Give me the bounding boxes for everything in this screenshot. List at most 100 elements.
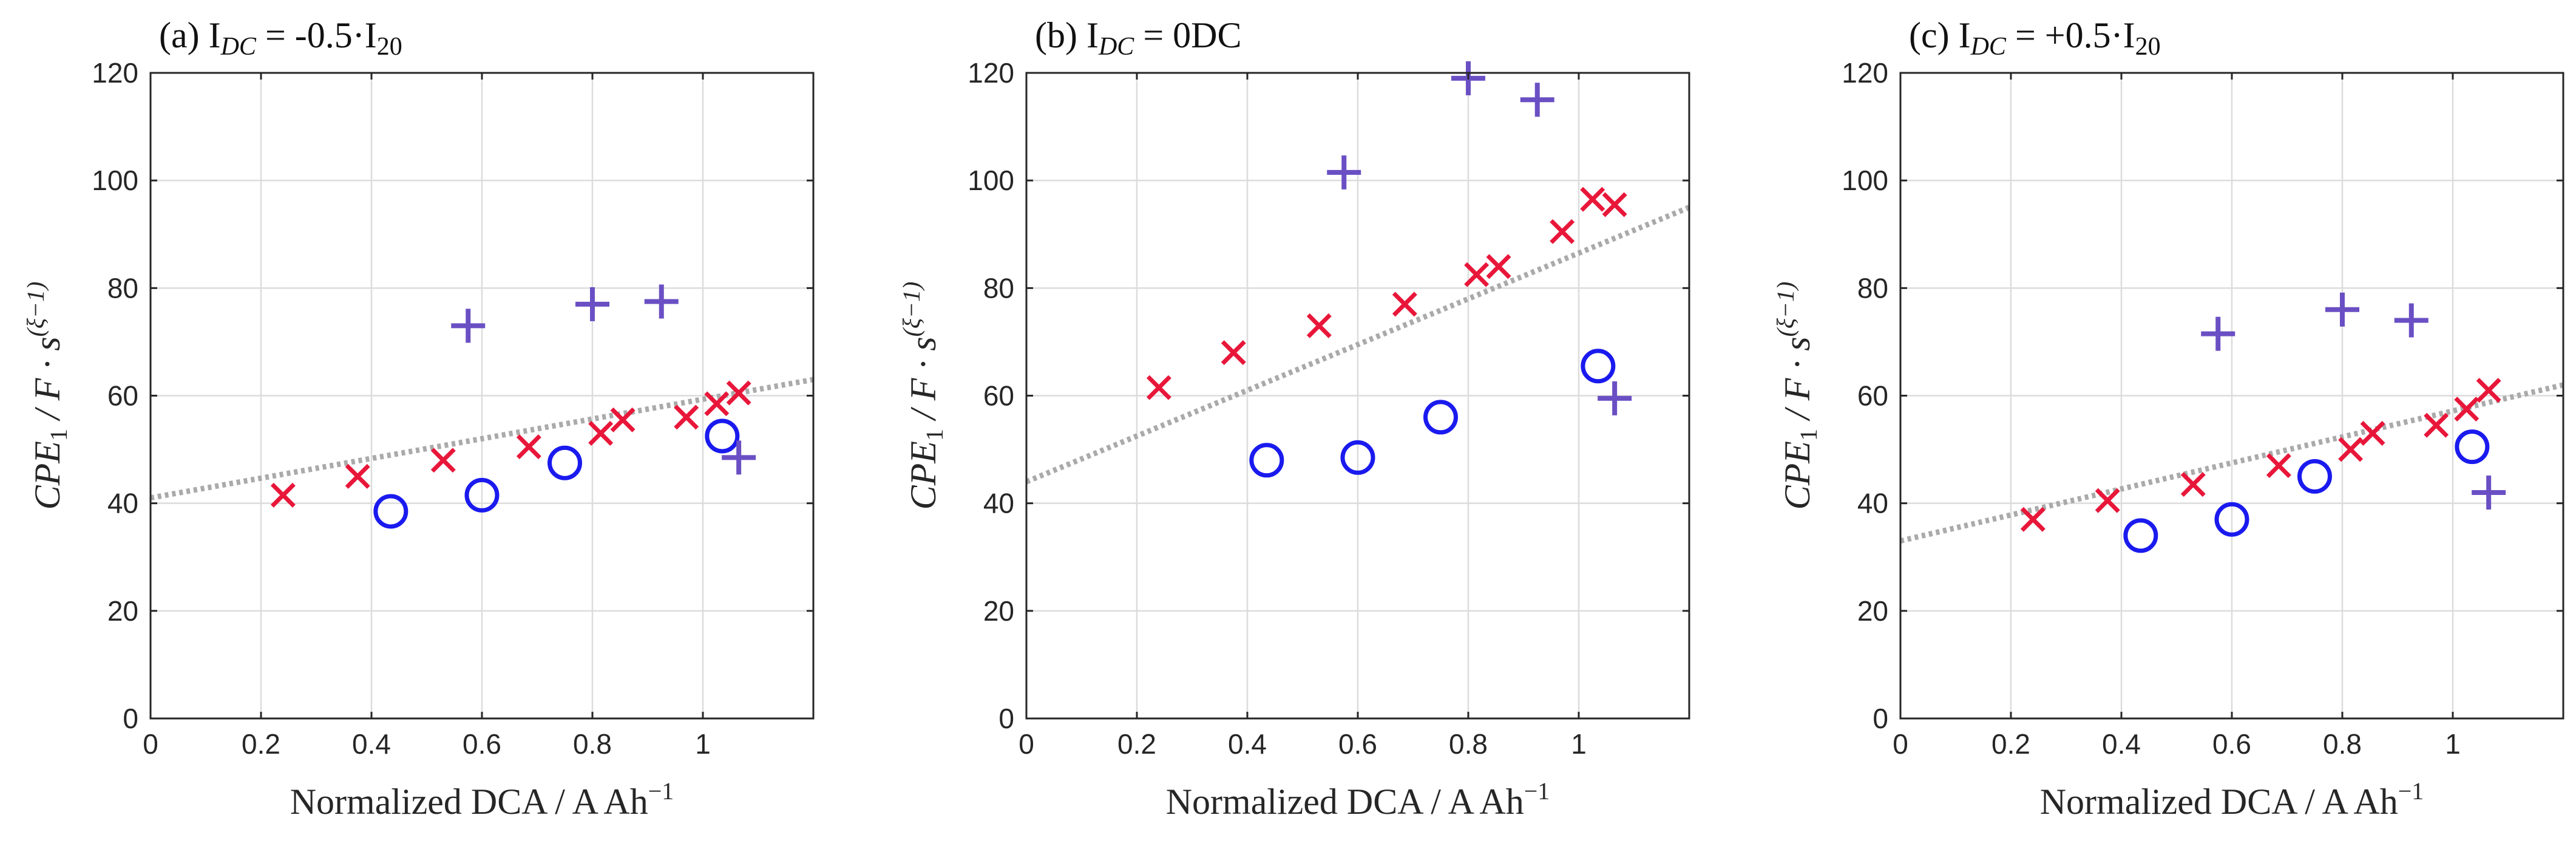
plus-marker — [2201, 316, 2235, 351]
fit-line — [1025, 205, 1690, 485]
title-text: (a) I — [159, 15, 221, 55]
y-axis-label-subscript: 1 — [921, 429, 948, 441]
cross-marker — [1602, 192, 1627, 217]
y-tick-label: 120 — [92, 57, 138, 89]
x-tick-label: 0.4 — [352, 728, 391, 760]
y-axis-label-rest: / F · s — [1777, 336, 1817, 429]
y-axis-label-text: CPE — [27, 441, 67, 510]
cross-marker — [2020, 507, 2046, 532]
title-text-rest: = 0DC — [1134, 15, 1241, 55]
y-tick-label: 20 — [1857, 595, 1888, 627]
title-text-rest: = +0.5·I — [2006, 15, 2135, 55]
cross-marker — [430, 448, 456, 473]
x-tick-label: 0 — [1893, 728, 1908, 760]
x-tick-label: 0.8 — [1449, 728, 1488, 760]
cross-marker — [516, 434, 541, 460]
cross-marker — [1221, 340, 1246, 366]
x-axis-label-superscript: −1 — [1524, 777, 1550, 805]
cross-marker — [1392, 292, 1417, 317]
x-tick-label: 0.6 — [463, 728, 501, 760]
title-subscript: DC — [1970, 33, 2007, 61]
y-tick-label: 120 — [968, 57, 1014, 89]
cross-marker — [1306, 313, 1332, 338]
y-axis-label-subscript: 1 — [45, 429, 72, 441]
title-subscript-2: 20 — [2135, 33, 2161, 61]
y-tick-label: 40 — [107, 488, 138, 519]
y-tick-label: 60 — [107, 380, 138, 412]
y-tick-label: 100 — [968, 165, 1014, 196]
y-axis-label-superscript: (ξ−1) — [898, 282, 925, 337]
x-axis-label: Normalized DCA / A Ah−1 — [290, 777, 674, 822]
x-tick-label: 0.2 — [1991, 728, 2030, 760]
title-subscript-2: 20 — [377, 33, 402, 61]
plus-marker — [2472, 475, 2506, 510]
x-tick-label: 0 — [1019, 728, 1034, 760]
x-tick-label: 0.2 — [1117, 728, 1156, 760]
x-axis-label-text: Normalized DCA / A Ah — [1166, 782, 1524, 822]
cross-marker — [1580, 186, 1605, 212]
x-axis-label: Normalized DCA / A Ah−1 — [2040, 777, 2424, 822]
y-axis-label-rest: / F · s — [903, 336, 943, 429]
cross-marker — [2095, 488, 2120, 513]
x-tick-label: 0.8 — [2323, 728, 2362, 760]
circle-marker — [1249, 443, 1284, 478]
panel-title: (b) IDC = 0DC — [1035, 15, 1242, 61]
panel-title: (a) IDC = -0.5·I20 — [159, 15, 402, 61]
x-tick-label: 1 — [1571, 728, 1587, 760]
plus-marker — [451, 309, 486, 343]
circle-marker — [2297, 459, 2332, 494]
y-tick-label: 0 — [1873, 703, 1888, 734]
plus-marker — [1327, 155, 1361, 189]
y-tick-label: 100 — [1842, 165, 1888, 196]
cross-marker — [1464, 262, 1490, 287]
cross-marker — [345, 463, 370, 489]
y-tick-label: 40 — [983, 488, 1014, 519]
cross-marker — [704, 391, 730, 417]
plus-marker — [722, 440, 756, 475]
cross-marker — [588, 421, 614, 446]
cross-marker — [1550, 219, 1575, 244]
cross-marker — [2424, 412, 2449, 438]
x-tick-label: 1 — [695, 728, 711, 760]
circle-marker — [2214, 502, 2249, 537]
y-tick-label: 0 — [998, 703, 1014, 734]
y-axis-label-rest: / F · s — [27, 336, 67, 429]
x-axis-label-text: Normalized DCA / A Ah — [290, 782, 648, 822]
y-tick-label: 80 — [983, 272, 1014, 304]
x-tick-label: 0.4 — [1228, 728, 1267, 760]
y-axis-label-superscript: (ξ−1) — [1772, 282, 1799, 337]
title-subscript: DC — [220, 33, 257, 61]
title-subscript: DC — [1098, 33, 1134, 61]
x-axis-label-text: Normalized DCA / A Ah — [2040, 782, 2398, 822]
circle-marker — [373, 494, 408, 529]
plus-marker — [1598, 381, 1632, 415]
plus-marker — [2394, 303, 2429, 338]
y-tick-label: 0 — [123, 703, 138, 734]
title-text: (c) I — [1909, 15, 1971, 55]
y-tick-label: 60 — [983, 380, 1014, 412]
cross-marker — [2338, 437, 2364, 462]
circle-marker — [2123, 518, 2158, 553]
x-tick-label: 0.2 — [242, 728, 280, 760]
x-tick-label: 0.8 — [573, 728, 612, 760]
plus-marker — [575, 287, 609, 321]
x-tick-label: 0.4 — [2102, 728, 2141, 760]
plus-marker — [644, 284, 679, 319]
y-axis-label-superscript: (ξ−1) — [22, 282, 49, 337]
circle-marker — [547, 445, 582, 480]
cross-marker — [1146, 375, 1171, 400]
y-tick-label: 80 — [1857, 272, 1888, 304]
y-axis-label-text: CPE — [903, 441, 943, 510]
cross-marker — [2454, 397, 2479, 422]
cross-marker — [726, 380, 751, 406]
y-tick-label: 20 — [983, 595, 1014, 627]
circle-marker — [705, 418, 740, 454]
cross-marker — [2360, 421, 2385, 446]
cross-marker — [674, 404, 699, 430]
circle-marker — [2455, 429, 2490, 465]
fit-line — [150, 377, 814, 501]
y-axis-label: CPE1 / F · s(ξ−1) — [22, 282, 72, 510]
x-tick-label: 0 — [143, 728, 158, 760]
y-tick-label: 100 — [92, 165, 138, 196]
